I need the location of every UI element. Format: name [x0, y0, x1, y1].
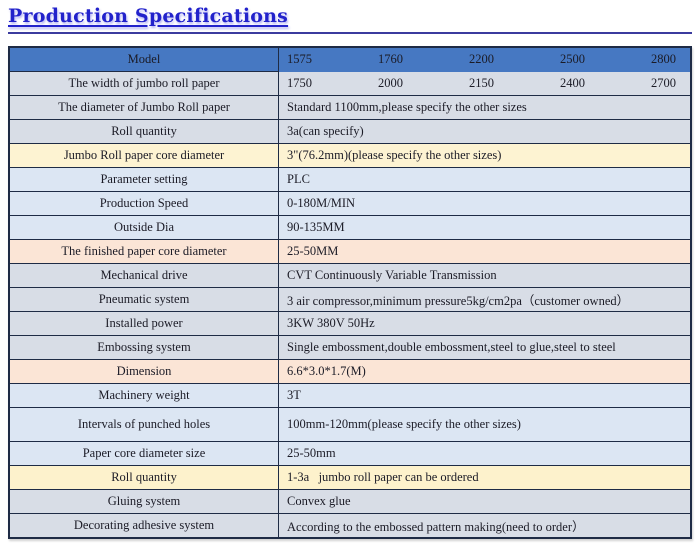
width-value-1: 1750: [287, 75, 312, 90]
table-row: Intervals of punched holes 100mm-120mm(p…: [8, 407, 692, 442]
row-label: Installed power: [8, 311, 279, 336]
row-label: Parameter setting: [8, 167, 279, 192]
row-value: According to the embossed pattern making…: [278, 513, 692, 539]
table-row: The diameter of Jumbo Roll paper Standar…: [8, 95, 692, 120]
width-value-2: 2000: [378, 75, 403, 90]
row-value: 3"(76.2mm)(please specify the other size…: [278, 143, 692, 168]
table-row: Installed power 3KW 380V 50Hz: [8, 311, 692, 336]
row-label: Pneumatic system: [8, 287, 279, 312]
row-value: 3a(can specify): [278, 119, 692, 144]
row-label: The diameter of Jumbo Roll paper: [8, 95, 279, 120]
table-row: Machinery weight 3T: [8, 383, 692, 408]
table-row: Paper core diameter size 25-50mm: [8, 441, 692, 466]
table-row-model: Model 1575 1760 2200 2500 2800: [8, 46, 691, 72]
row-label: Decorating adhesive system: [8, 513, 279, 539]
model-value-2: 1760: [378, 52, 403, 66]
row-label: Machinery weight: [8, 383, 279, 408]
row-value: 3KW 380V 50Hz: [278, 311, 692, 336]
width-value-3: 2150: [469, 75, 494, 90]
table-row: Embossing system Single embossment,doubl…: [8, 335, 692, 360]
model-value-4: 2500: [560, 52, 585, 66]
model-value-5: 2800: [651, 52, 676, 66]
table-row: Parameter setting PLC: [8, 167, 692, 192]
table-row: Jumbo Roll paper core diameter 3"(76.2mm…: [8, 143, 692, 168]
table-row: Outside Dia 90-135MM: [8, 215, 692, 240]
row-value: 100mm-120mm(please specify the other siz…: [278, 407, 692, 442]
row-value: Convex glue: [278, 489, 692, 514]
row-value: Single embossment,double embossment,stee…: [278, 335, 692, 360]
row-value: 1-3a jumbo roll paper can be ordered: [278, 465, 692, 490]
row-label: Mechanical drive: [8, 263, 279, 288]
row-values-width: 1750 2000 2150 2400 2700: [279, 72, 690, 95]
table-row: Roll quantity 3a(can specify): [8, 119, 692, 144]
row-label: Gluing system: [8, 489, 279, 514]
row-values-model: 1575 1760 2200 2500 2800: [279, 48, 690, 71]
table-row: Pneumatic system 3 air compressor,minimu…: [8, 287, 692, 312]
row-label: Paper core diameter size: [8, 441, 279, 466]
row-label: Dimension: [8, 359, 279, 384]
row-label: Embossing system: [8, 335, 279, 360]
row-value: 3 air compressor,minimum pressure5kg/cm2…: [278, 287, 692, 312]
table-row: Mechanical drive CVT Continuously Variab…: [8, 263, 692, 288]
table-row: Production Speed 0-180M/MIN: [8, 191, 692, 216]
model-value-3: 2200: [469, 52, 494, 66]
row-value: 0-180M/MIN: [278, 191, 692, 216]
row-value: 90-135MM: [278, 215, 692, 240]
row-value: 25-50MM: [278, 239, 692, 264]
width-value-4: 2400: [560, 75, 585, 90]
table-row: Roll quantity 1-3a jumbo roll paper can …: [8, 465, 692, 490]
row-value: 3T: [278, 383, 692, 408]
row-label: Intervals of punched holes: [8, 407, 279, 442]
row-label: Roll quantity: [8, 119, 279, 144]
row-value: CVT Continuously Variable Transmission: [278, 263, 692, 288]
production-specs-table: Model 1575 1760 2200 2500 2800 The width…: [8, 46, 692, 539]
title-bar: Production Specifications: [8, 5, 692, 34]
page-title: Production Specifications: [8, 5, 289, 27]
row-label: Roll quantity: [8, 465, 279, 490]
table-row: Gluing system Convex glue: [8, 489, 692, 514]
row-label-width: The width of jumbo roll paper: [8, 71, 279, 96]
row-label: Outside Dia: [8, 215, 279, 240]
table-row: The finished paper core diameter 25-50MM: [8, 239, 692, 264]
table-row-width: The width of jumbo roll paper 1750 2000 …: [8, 71, 691, 96]
model-value-1: 1575: [287, 52, 312, 66]
row-value: Standard 1100mm,please specify the other…: [278, 95, 692, 120]
width-value-5: 2700: [651, 75, 676, 90]
row-value: 6.6*3.0*1.7(M): [278, 359, 692, 384]
row-label: Production Speed: [8, 191, 279, 216]
row-label: Jumbo Roll paper core diameter: [8, 143, 279, 168]
table-row: Decorating adhesive system According to …: [8, 513, 692, 539]
row-value: 25-50mm: [278, 441, 692, 466]
row-label-model: Model: [8, 46, 279, 72]
row-label: The finished paper core diameter: [8, 239, 279, 264]
table-row: Dimension 6.6*3.0*1.7(M): [8, 359, 692, 384]
row-value: PLC: [278, 167, 692, 192]
